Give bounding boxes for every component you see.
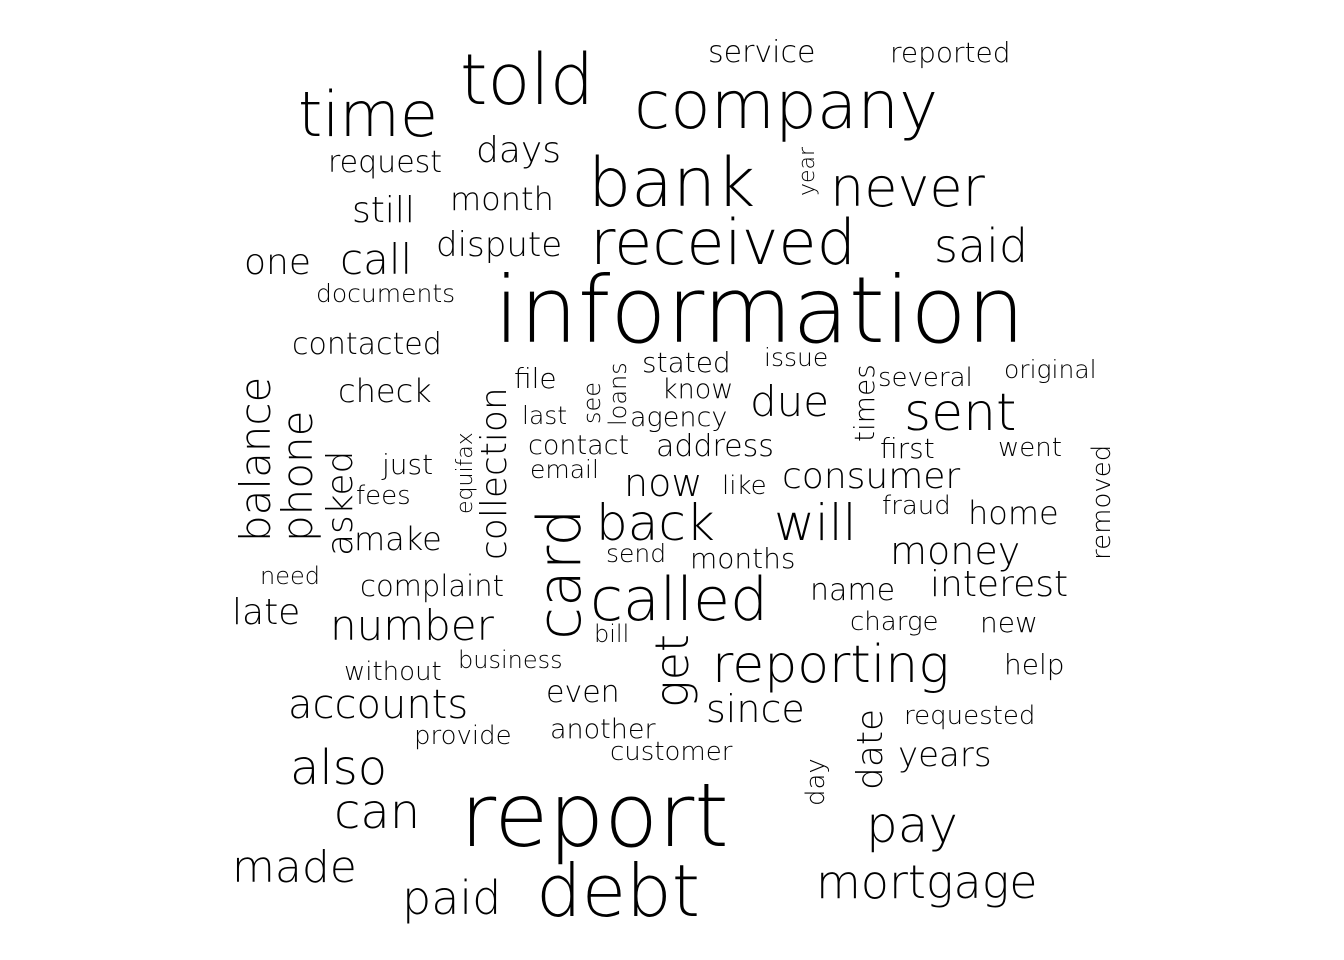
word-made: made — [232, 842, 357, 893]
word-see: see — [578, 382, 606, 424]
word-requested: requested — [904, 701, 1035, 731]
word-will: will — [774, 494, 857, 552]
word-just: just — [381, 448, 433, 481]
word-issue: issue — [764, 343, 828, 372]
word-removed: removed — [1087, 445, 1117, 560]
word-year: year — [795, 146, 820, 196]
word-received: received — [590, 206, 856, 279]
word-years: years — [898, 735, 992, 775]
word-complaint: complaint — [360, 569, 504, 603]
word-business: business — [458, 646, 563, 674]
word-consumer: consumer — [782, 456, 960, 497]
word-check: check — [338, 372, 432, 410]
word-address: address — [656, 429, 774, 464]
word-home: home — [968, 494, 1059, 532]
word-need: need — [260, 562, 320, 590]
word-customer: customer — [610, 737, 733, 767]
word-due: due — [750, 377, 829, 426]
word-balance: balance — [231, 377, 280, 542]
word-make: make — [354, 520, 442, 558]
word-pay: pay — [866, 796, 958, 854]
word-late: late — [232, 592, 300, 633]
word-date: date — [850, 709, 891, 790]
word-agency: agency — [630, 402, 727, 433]
word-name: name — [810, 573, 895, 608]
word-loans: loans — [604, 362, 632, 426]
word-send: send — [606, 539, 666, 568]
word-sent: sent — [904, 383, 1016, 443]
word-card: card — [525, 509, 595, 640]
word-months: months — [690, 542, 795, 575]
word-told: told — [460, 39, 594, 121]
word-information: information — [494, 257, 1025, 364]
word-debt: debt — [536, 849, 700, 933]
word-another: another — [550, 714, 656, 745]
word-went: went — [998, 433, 1062, 463]
word-call: call — [340, 235, 412, 284]
word-phone: phone — [273, 411, 322, 542]
word-like: like — [722, 471, 767, 501]
word-equifax: equifax — [453, 432, 478, 514]
word-days: days — [476, 130, 561, 171]
word-paid: paid — [402, 871, 501, 925]
word-also: also — [290, 740, 387, 796]
word-collection: collection — [474, 387, 515, 560]
word-bank: bank — [588, 144, 755, 223]
word-charge: charge — [850, 607, 939, 637]
word-accounts: accounts — [288, 682, 468, 728]
word-never: never — [830, 156, 986, 219]
word-asked: asked — [320, 451, 361, 556]
word-day: day — [801, 758, 831, 806]
word-get: get — [645, 634, 699, 708]
word-original: original — [1004, 355, 1097, 384]
word-still: still — [352, 190, 415, 231]
word-company: company — [634, 67, 938, 144]
word-fraud: fraud — [882, 491, 951, 521]
word-said: said — [934, 219, 1028, 273]
word-bill: bill — [594, 620, 629, 648]
word-dispute: dispute — [436, 225, 562, 265]
word-service: service — [708, 35, 815, 70]
word-now: now — [624, 461, 702, 505]
word-new: new — [980, 606, 1038, 639]
word-email: email — [530, 455, 599, 484]
word-file: file — [514, 362, 557, 395]
word-report: report — [460, 764, 729, 867]
word-back: back — [596, 494, 715, 552]
word-provide: provide — [414, 721, 512, 751]
word-time: time — [298, 78, 438, 151]
word-money: money — [890, 529, 1020, 573]
word-stated: stated — [642, 346, 731, 379]
word-contacted: contacted — [292, 327, 442, 362]
word-several: several — [878, 363, 973, 393]
word-called: called — [590, 565, 768, 635]
word-since: since — [706, 687, 805, 731]
word-even: even — [546, 675, 620, 710]
word-number: number — [330, 601, 495, 650]
word-fees: fees — [356, 481, 411, 511]
word-reported: reported — [890, 36, 1011, 69]
word-one: one — [244, 242, 311, 283]
word-month: month — [450, 180, 554, 218]
word-contact: contact — [528, 430, 629, 461]
word-times: times — [848, 364, 881, 442]
word-can: can — [334, 784, 420, 840]
word-without: without — [344, 657, 442, 687]
word-request: request — [328, 145, 442, 180]
word-last: last — [522, 401, 567, 430]
word-mortgage: mortgage — [816, 855, 1038, 909]
word-help: help — [1004, 648, 1065, 681]
word-first: first — [880, 432, 935, 465]
word-reporting: reporting — [712, 635, 949, 695]
word-documents: documents — [316, 279, 455, 308]
word-know: know — [662, 374, 733, 405]
word-interest: interest — [930, 564, 1068, 605]
